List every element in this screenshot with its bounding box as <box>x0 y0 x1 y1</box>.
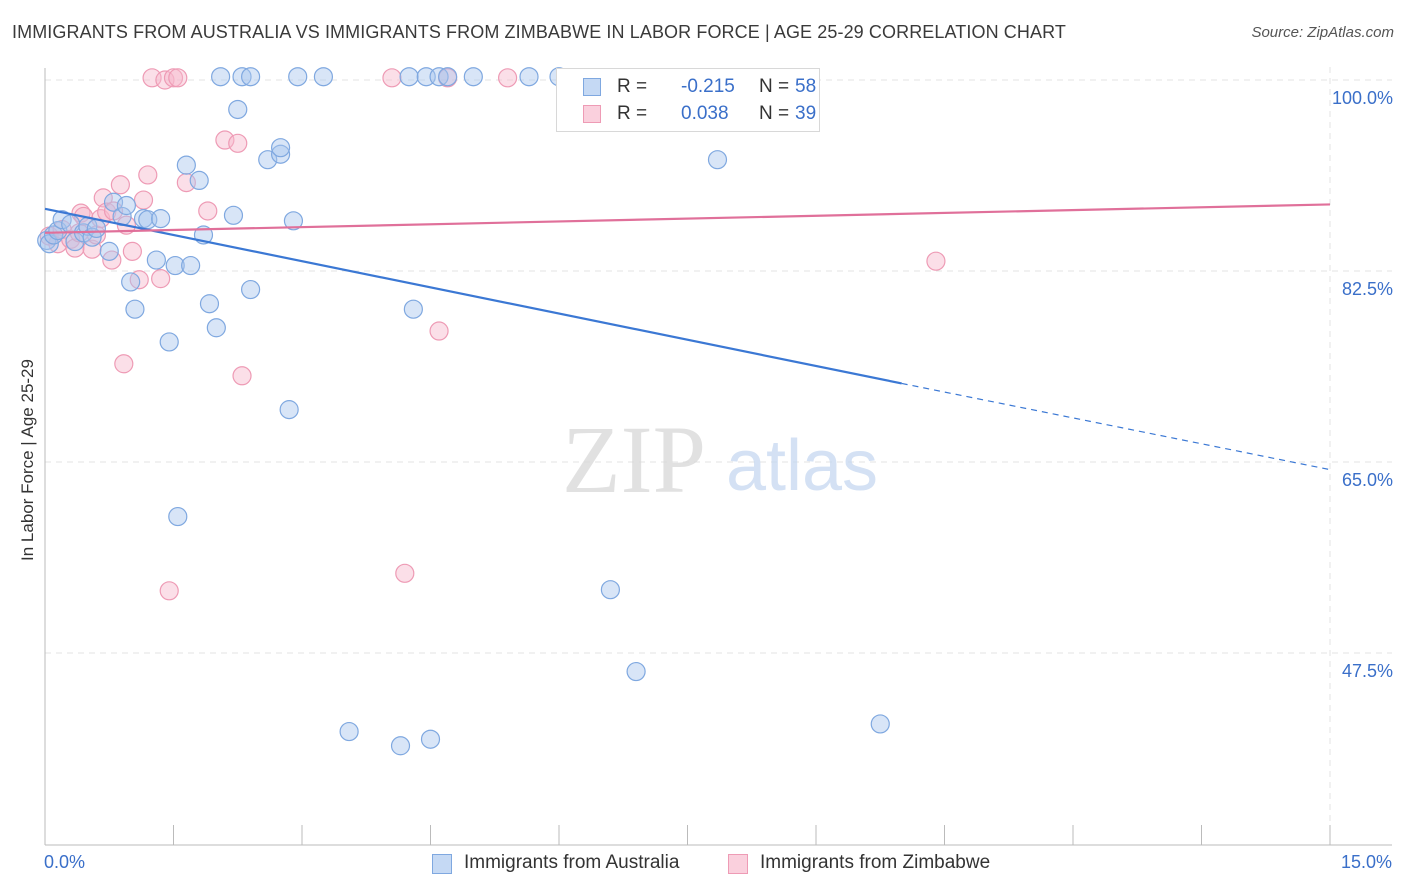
australia-point <box>420 729 441 749</box>
australia-point <box>151 209 171 229</box>
legend-r-label: R = <box>617 103 648 124</box>
y-tick-labels: 100.0% 82.5% 65.0% 47.5% <box>1332 88 1393 681</box>
australia-swatch <box>583 78 601 96</box>
australia-point <box>86 218 107 239</box>
zimbabwe-point <box>429 321 449 341</box>
axes <box>44 68 1392 846</box>
australia-point <box>116 195 136 216</box>
x-tick-label-min: 0.0% <box>44 852 86 872</box>
zimbabwe-point <box>65 238 85 258</box>
australia-point <box>241 67 261 87</box>
australia-r-value: -0.215 <box>681 76 735 97</box>
gridlines <box>45 67 1392 845</box>
watermark-zip: ZIP <box>562 406 706 513</box>
australia-point <box>52 210 72 230</box>
australia-point <box>600 580 621 600</box>
australia-point <box>99 241 119 261</box>
trend-lines <box>44 203 1331 471</box>
watermark: ZIP atlas <box>562 406 878 513</box>
australia-point <box>258 150 278 170</box>
australia-point <box>313 67 334 87</box>
australia-point <box>626 661 646 682</box>
zimbabwe-trend-line <box>44 203 1331 234</box>
australia-point <box>283 211 304 231</box>
zimbabwe-point <box>93 188 113 208</box>
y-tick-label: 100.0% <box>1332 88 1393 108</box>
australia-point <box>176 155 196 175</box>
australia-legend-swatch <box>432 854 452 874</box>
australia-point <box>519 67 539 87</box>
australia-point <box>159 332 179 352</box>
australia-n-value: 58 <box>795 76 817 97</box>
australia-point <box>270 138 291 158</box>
australia-point <box>463 67 483 87</box>
australia-point <box>228 99 248 120</box>
australia-points <box>37 67 890 756</box>
zimbabwe-point <box>122 241 142 261</box>
australia-point <box>438 67 458 87</box>
x-tick-label-max: 15.0% <box>1340 852 1392 872</box>
australia-point <box>211 67 231 87</box>
zimbabwe-point <box>232 366 252 386</box>
australia-point <box>168 506 188 527</box>
zimbabwe-point <box>228 133 248 153</box>
australia-point <box>125 299 145 319</box>
australia-point <box>189 170 209 191</box>
zimbabwe-point <box>926 251 946 271</box>
zimbabwe-r-value: 0.038 <box>681 103 729 124</box>
zimbabwe-point <box>159 581 179 601</box>
australia-point <box>870 714 890 734</box>
zimbabwe-points <box>39 68 946 601</box>
correlation-legend: R = -0.215 N = 58 R = 0.038 N = 39 <box>556 68 820 132</box>
zimbabwe-point <box>163 68 184 88</box>
zimbabwe-swatch <box>583 105 601 123</box>
australia-point <box>390 736 411 756</box>
australia-point <box>206 318 226 338</box>
legend-n-label: N = <box>759 76 790 97</box>
australia-point <box>399 67 419 87</box>
zimbabwe-legend-label: Immigrants from Zimbabwe <box>760 852 991 873</box>
zimbabwe-point <box>110 175 130 195</box>
watermark-atlas: atlas <box>726 426 878 506</box>
australia-point <box>241 279 261 300</box>
australia-point <box>403 299 423 319</box>
y-tick-label: 65.0% <box>1342 470 1393 490</box>
australia-point <box>279 400 299 420</box>
y-tick-label: 82.5% <box>1342 279 1393 299</box>
australia-point <box>707 150 728 170</box>
australia-point <box>223 205 244 225</box>
legend-r-label: R = <box>617 76 648 97</box>
zimbabwe-n-value: 39 <box>795 103 817 124</box>
zimbabwe-point <box>198 201 218 221</box>
australia-point <box>270 144 291 164</box>
zimbabwe-point <box>395 563 415 583</box>
australia-trend-extension <box>901 382 1331 471</box>
australia-point <box>199 294 220 314</box>
australia-legend-label: Immigrants from Australia <box>464 852 680 873</box>
zimbabwe-point <box>151 269 171 289</box>
australia-point <box>339 721 359 742</box>
zimbabwe-point <box>498 68 518 88</box>
zimbabwe-point <box>382 68 402 88</box>
australia-point <box>165 255 185 276</box>
australia-point <box>121 272 141 292</box>
legend-n-label: N = <box>759 103 790 124</box>
australia-point <box>181 255 201 276</box>
y-tick-label: 47.5% <box>1342 661 1393 681</box>
zimbabwe-point <box>133 190 154 210</box>
zimbabwe-point <box>168 68 188 88</box>
chart-title: IMMIGRANTS FROM AUSTRALIA VS IMMIGRANTS … <box>12 22 1066 42</box>
australia-point <box>288 67 308 87</box>
zimbabwe-point <box>138 165 158 185</box>
australia-point <box>146 250 166 270</box>
zimbabwe-point <box>114 354 134 374</box>
zimbabwe-legend-swatch <box>728 854 748 874</box>
australia-trend-line <box>44 207 902 385</box>
source-label: Source: ZipAtlas.com <box>1251 24 1394 41</box>
